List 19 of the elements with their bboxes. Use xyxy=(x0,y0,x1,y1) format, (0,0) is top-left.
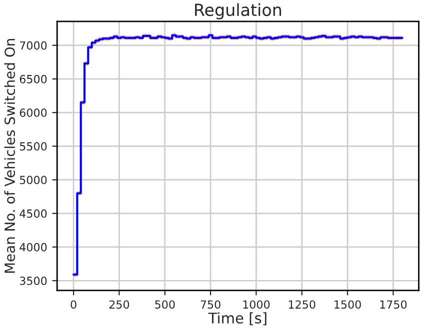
y-axis-title: Mean No. of Vehicles Switched On xyxy=(4,38,16,273)
x-tick-label: 0 xyxy=(70,300,76,309)
y-tick-label: 4500 xyxy=(20,209,47,218)
chart-title: Regulation xyxy=(195,3,282,20)
y-tick-label: 5000 xyxy=(20,176,47,184)
x-tick-label: 1750 xyxy=(380,300,407,309)
y-tick-label: 7000 xyxy=(20,41,47,50)
x-tick-label: 1500 xyxy=(334,300,361,309)
x-tick-label: 1000 xyxy=(243,300,270,309)
y-tick-label: 6000 xyxy=(20,108,47,117)
x-tick-label: 250 xyxy=(109,300,130,309)
x-axis-title: Time [s] xyxy=(208,312,266,326)
x-tick-label: 750 xyxy=(200,300,220,309)
y-tick-label: 5500 xyxy=(20,142,47,151)
y-tick-label: 6500 xyxy=(20,74,47,84)
y-tick-label: 4000 xyxy=(20,243,47,252)
y-tick-label: 3500 xyxy=(20,276,47,286)
x-tick-label: 1250 xyxy=(288,300,316,309)
x-tick-label: 500 xyxy=(155,300,175,309)
